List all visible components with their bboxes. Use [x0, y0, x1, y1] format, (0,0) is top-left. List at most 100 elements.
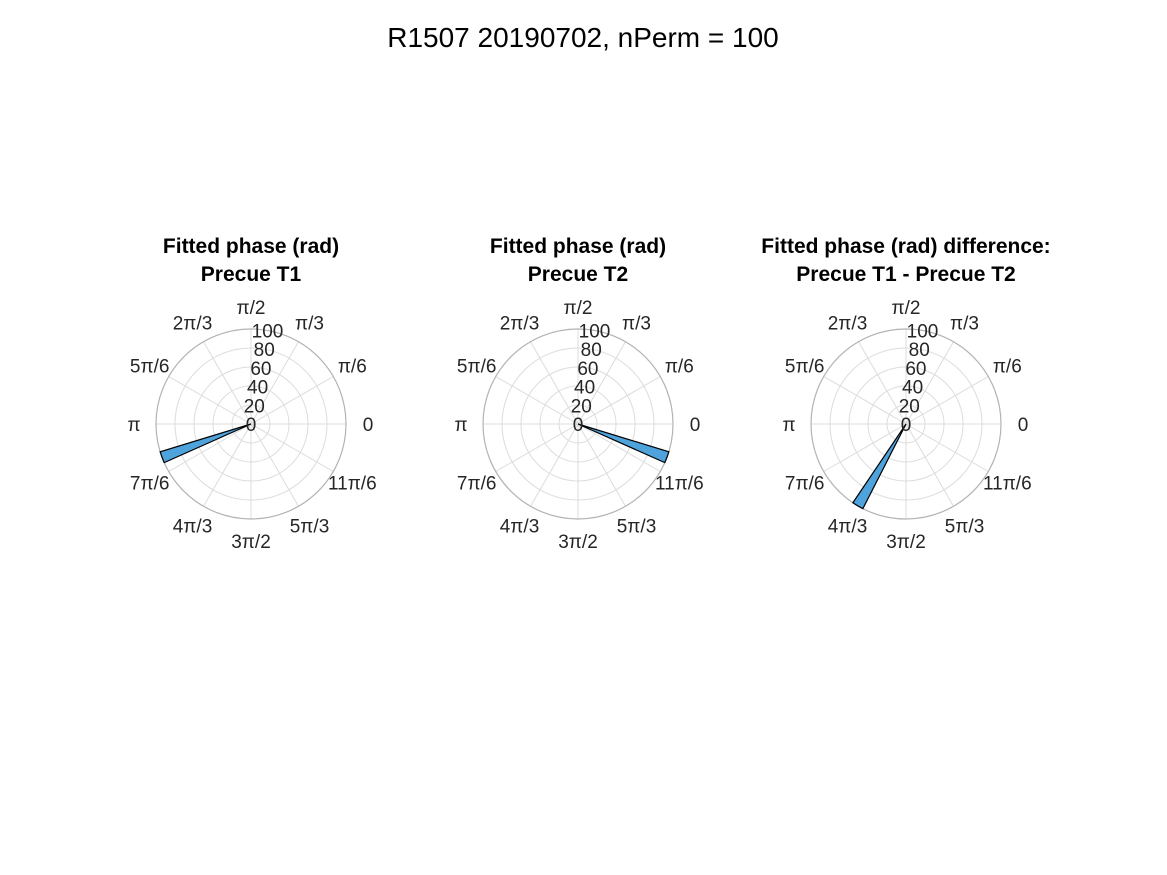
- theta-tick-label: 0: [363, 415, 374, 436]
- theta-gridline: [577, 423, 626, 507]
- figure-title: R1507 20190702, nPerm = 100: [387, 22, 779, 53]
- radial-tick-label: 60: [577, 359, 598, 380]
- theta-gridline: [577, 341, 626, 425]
- theta-gridline: [250, 423, 299, 507]
- polar-plot-1: Fitted phase (rad)Precue T10204060801000…: [127, 235, 376, 553]
- plot-title-line: Precue T1 - Precue T2: [796, 263, 1015, 286]
- theta-tick-label: 5π/6: [785, 357, 825, 378]
- radial-tick-label: 0: [246, 415, 257, 436]
- radial-gridline: [848, 366, 964, 482]
- plot-title-line: Fitted phase (rad) difference:: [761, 235, 1050, 258]
- radial-tick-label: 60: [905, 359, 926, 380]
- radial-tick-label: 0: [901, 415, 912, 436]
- theta-gridline: [530, 341, 579, 425]
- theta-gridline: [250, 376, 334, 425]
- theta-gridline: [250, 423, 334, 472]
- theta-tick-label: π: [454, 415, 467, 436]
- radial-gridline: [558, 404, 598, 444]
- theta-gridline: [858, 341, 907, 425]
- theta-tick-label: 5π/6: [130, 357, 170, 378]
- theta-gridline: [823, 423, 907, 472]
- plot-title-line: Fitted phase (rad): [490, 235, 666, 258]
- theta-tick-label: 3π/2: [231, 532, 271, 553]
- theta-tick-label: 4π/3: [828, 516, 868, 537]
- outer-ring: [155, 328, 347, 520]
- radial-tick-label: 100: [252, 321, 284, 342]
- outer-ring: [810, 328, 1002, 520]
- radial-gridline: [886, 404, 926, 444]
- theta-tick-label: π/3: [950, 314, 979, 335]
- theta-tick-label: 3π/2: [558, 532, 598, 553]
- theta-tick-label: π/2: [892, 298, 921, 319]
- theta-tick-label: 7π/6: [457, 474, 497, 495]
- theta-tick-label: 11π/6: [328, 474, 377, 495]
- theta-tick-label: 0: [690, 415, 701, 436]
- radial-tick-label: 20: [899, 396, 920, 417]
- theta-gridline: [495, 376, 579, 425]
- radial-gridline: [539, 385, 617, 463]
- theta-tick-label: π: [127, 415, 140, 436]
- theta-gridline: [203, 423, 252, 507]
- histogram-bar: [852, 423, 907, 510]
- theta-tick-label: 2π/3: [500, 314, 540, 335]
- radial-gridline: [829, 347, 983, 501]
- theta-tick-label: 2π/3: [173, 314, 213, 335]
- theta-gridline: [577, 376, 661, 425]
- theta-gridline: [250, 341, 299, 425]
- theta-gridline: [168, 423, 252, 472]
- theta-tick-label: π/2: [564, 298, 593, 319]
- polar-plots: Fitted phase (rad)Precue T10204060801000…: [127, 235, 1050, 553]
- theta-tick-label: π/3: [622, 314, 651, 335]
- theta-tick-label: 4π/3: [173, 516, 213, 537]
- theta-gridline: [168, 376, 252, 425]
- radial-tick-label: 60: [250, 359, 271, 380]
- theta-tick-label: 7π/6: [130, 474, 170, 495]
- radial-tick-label: 40: [902, 378, 923, 399]
- radial-gridline: [231, 404, 271, 444]
- radial-tick-label: 40: [574, 378, 595, 399]
- theta-tick-label: π/6: [665, 357, 694, 378]
- plot-title-line: Precue T2: [528, 263, 628, 286]
- theta-gridline: [495, 423, 579, 472]
- radial-tick-label: 80: [909, 340, 930, 361]
- polar-plot-2: Fitted phase (rad)Precue T20204060801000…: [454, 235, 703, 553]
- theta-tick-label: 7π/6: [785, 474, 825, 495]
- theta-gridline: [905, 423, 954, 507]
- theta-tick-label: π/6: [993, 357, 1022, 378]
- theta-tick-label: 11π/6: [983, 474, 1032, 495]
- theta-tick-label: π/2: [237, 298, 266, 319]
- radial-tick-label: 100: [579, 321, 611, 342]
- theta-tick-label: 3π/2: [886, 532, 926, 553]
- theta-tick-label: π/6: [338, 357, 367, 378]
- theta-gridline: [905, 341, 954, 425]
- radial-tick-label: 80: [254, 340, 275, 361]
- radial-gridline: [867, 385, 945, 463]
- radial-gridline: [520, 366, 636, 482]
- theta-tick-label: π/3: [295, 314, 324, 335]
- theta-gridline: [203, 341, 252, 425]
- outer-ring: [482, 328, 674, 520]
- radial-gridline: [212, 385, 290, 463]
- theta-tick-label: 4π/3: [500, 516, 540, 537]
- radial-tick-label: 0: [573, 415, 584, 436]
- theta-tick-label: π: [782, 415, 795, 436]
- theta-tick-label: 2π/3: [828, 314, 868, 335]
- theta-gridline: [905, 423, 989, 472]
- theta-tick-label: 5π/3: [945, 516, 985, 537]
- theta-tick-label: 5π/3: [290, 516, 330, 537]
- theta-gridline: [577, 423, 661, 472]
- polar-plot-3: Fitted phase (rad) difference: Precue T1 …: [761, 235, 1050, 553]
- radial-tick-label: 100: [907, 321, 939, 342]
- plot-title-line: Precue T1: [201, 263, 302, 286]
- radial-gridline: [501, 347, 655, 501]
- theta-gridline: [905, 376, 989, 425]
- theta-tick-label: 11π/6: [655, 474, 704, 495]
- theta-gridline: [823, 376, 907, 425]
- theta-gridline: [530, 423, 579, 507]
- radial-tick-label: 20: [244, 396, 265, 417]
- theta-tick-label: 0: [1018, 415, 1029, 436]
- radial-tick-label: 80: [581, 340, 602, 361]
- radial-gridline: [174, 347, 328, 501]
- theta-tick-label: 5π/3: [617, 516, 657, 537]
